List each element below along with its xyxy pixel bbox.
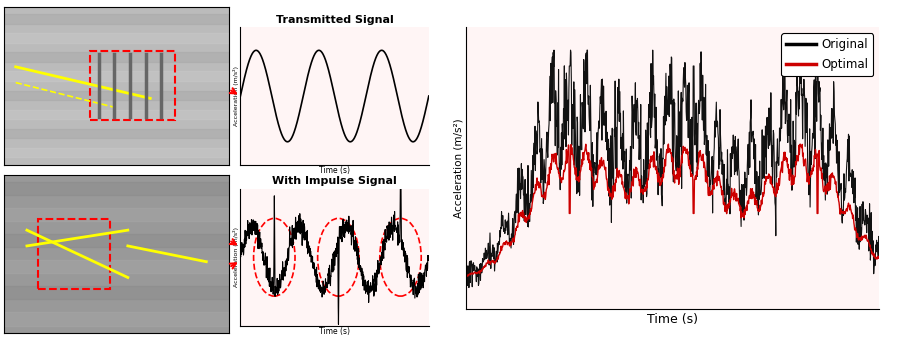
Original [784, 112, 795, 116]
Optimal [874, 256, 884, 260]
Bar [4, 208, 229, 221]
X-axis label: Time (s): Time (s) [319, 327, 350, 336]
Bar [4, 234, 229, 247]
Original [745, 116, 756, 120]
Original [629, 102, 640, 106]
Title: Transmitted Signal: Transmitted Signal [275, 15, 394, 25]
Title: With Impulse Signal: With Impulse Signal [272, 177, 397, 187]
Bar [4, 71, 229, 81]
Optimal [643, 174, 654, 178]
Legend: Original, Optimal: Original, Optimal [781, 33, 873, 76]
Bar [4, 260, 229, 273]
X-axis label: Time (s): Time (s) [648, 313, 698, 326]
Original [791, 113, 802, 117]
Bar [4, 148, 229, 157]
Line: Original: Original [466, 50, 879, 287]
Bar [4, 14, 229, 24]
X-axis label: Time (s): Time (s) [319, 166, 350, 175]
Original [549, 48, 560, 52]
Bar [4, 110, 229, 119]
Bar [4, 312, 229, 326]
Original [503, 226, 514, 230]
Optimal [461, 274, 472, 278]
Original [464, 285, 475, 289]
Bar [4, 286, 229, 299]
Y-axis label: Acceleration (m/s²): Acceleration (m/s²) [233, 66, 239, 126]
Optimal [795, 142, 806, 146]
Bar [90, 51, 175, 120]
Optimal [503, 240, 514, 245]
Line: Optimal: Optimal [466, 144, 879, 276]
Optimal [790, 163, 801, 167]
Optimal [628, 167, 639, 171]
Y-axis label: Acceleration (m/s²): Acceleration (m/s²) [454, 118, 464, 218]
Optimal [462, 274, 473, 278]
Y-axis label: Acceleration (m/s²): Acceleration (m/s²) [233, 227, 239, 287]
Original [644, 115, 655, 119]
Bar [4, 91, 229, 100]
Original [461, 264, 472, 268]
Bar [38, 219, 109, 288]
Bar [4, 33, 229, 43]
Bar [4, 52, 229, 62]
Optimal [745, 196, 755, 200]
Bar [4, 129, 229, 138]
Bar [4, 182, 229, 195]
Original [874, 253, 884, 258]
Optimal [783, 171, 794, 175]
